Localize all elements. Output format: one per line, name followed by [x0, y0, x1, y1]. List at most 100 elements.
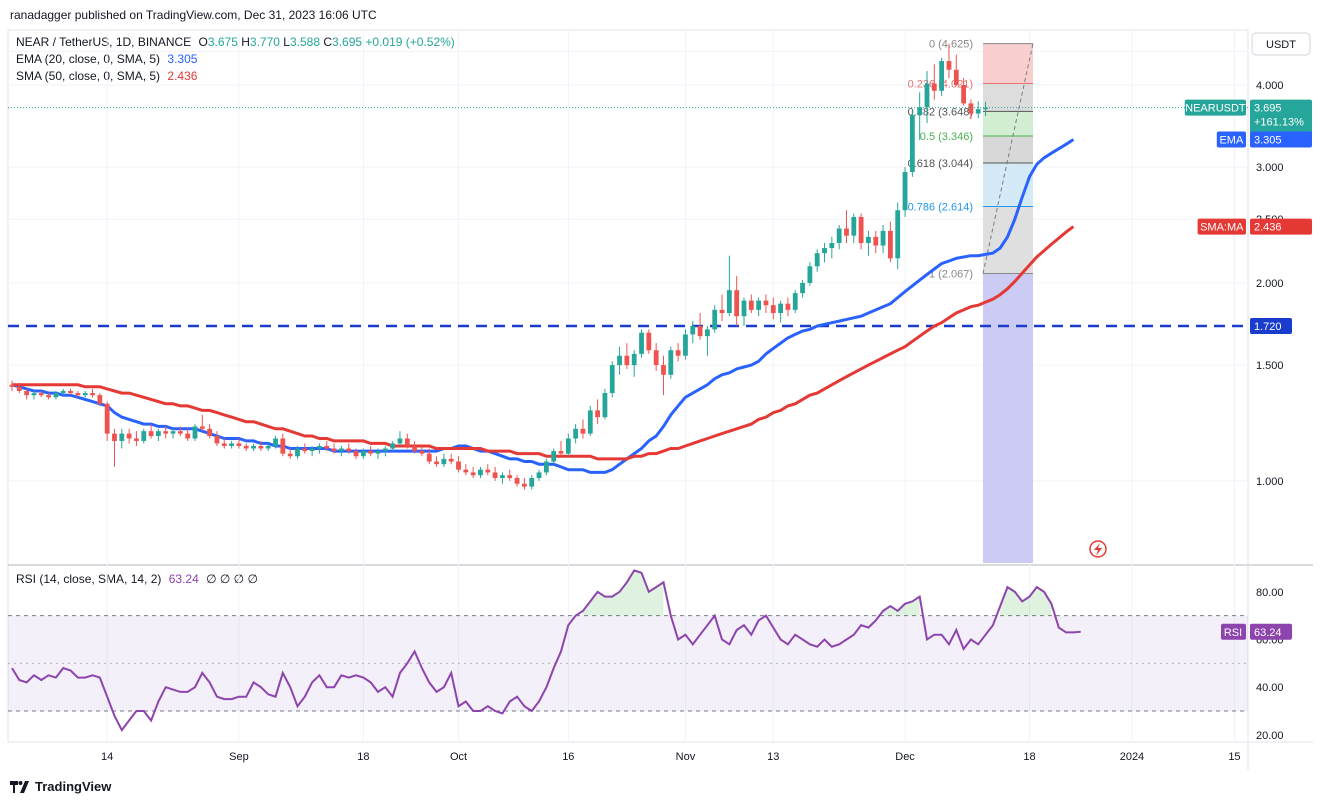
candle: [931, 64, 937, 100]
price-tick-label: 1.500: [1256, 360, 1284, 372]
candle: [112, 428, 117, 467]
candle-body: [529, 478, 535, 487]
symbol-title[interactable]: NEAR / TetherUS, 1D, BINANCE: [16, 35, 192, 49]
tradingview-logo-icon: [10, 780, 29, 793]
moving-averages: [11, 138, 1075, 474]
candle-body: [68, 390, 73, 394]
rsi-tag-label: RSI: [1224, 627, 1242, 639]
candle-body: [741, 300, 747, 317]
fib-zone: [983, 83, 1033, 112]
candle-body: [478, 469, 483, 476]
candle: [514, 475, 520, 487]
candle-body: [243, 445, 249, 449]
candle-body: [690, 326, 696, 335]
candle: [90, 388, 95, 398]
candle: [807, 262, 813, 286]
candle: [851, 213, 857, 244]
candle: [46, 393, 51, 400]
candle-body: [675, 350, 681, 356]
candle-body: [97, 395, 103, 404]
lightning-icon: [1089, 540, 1107, 558]
price-tick-label: 3.000: [1256, 162, 1284, 174]
candle: [697, 313, 703, 340]
candle-body: [866, 236, 871, 244]
candle-body: [961, 85, 966, 104]
candle: [631, 350, 637, 377]
candle: [873, 230, 879, 254]
candle: [829, 236, 835, 259]
candle: [339, 445, 344, 457]
candle-body: [800, 282, 805, 294]
time-tick-label: Sep: [229, 751, 249, 763]
candle-body: [24, 390, 30, 396]
candle: [126, 428, 132, 444]
candle: [822, 243, 827, 263]
candle: [844, 210, 849, 244]
candle-body: [207, 428, 213, 437]
fib-level-label: 0.382 (3.648): [908, 106, 973, 118]
rsi-legend[interactable]: RSI (14, close, SMA, 14, 2) 63.24 ∅ ∅ ∅ …: [16, 572, 258, 586]
candle: [748, 294, 754, 314]
candle: [68, 388, 73, 396]
candle: [770, 297, 776, 320]
candle: [646, 329, 652, 354]
candle: [434, 456, 439, 467]
rsi-tick-label: 20.00: [1256, 730, 1284, 742]
sma-tag-value: 2.436: [1254, 222, 1282, 234]
candle-body: [770, 305, 776, 314]
candle: [529, 475, 535, 490]
candle-body: [807, 266, 813, 283]
time-tick-label: 14: [101, 751, 113, 763]
price-tags: NEARUSDT3.695+161.13%07:53:42EMA3.305SMA…: [8, 99, 1312, 640]
price-tick-label: 2.000: [1256, 278, 1284, 290]
candle-body: [126, 433, 132, 439]
time-tick-label: 16: [562, 751, 574, 763]
candle: [456, 456, 461, 473]
candle-body: [192, 426, 198, 439]
candle: [924, 71, 930, 124]
candle: [617, 346, 622, 375]
currency-button: [1251, 32, 1311, 56]
candle-body: [148, 431, 154, 437]
candle-body: [507, 475, 513, 479]
sma-legend[interactable]: SMA (50, close, 0, SMA, 5) 2.436: [16, 69, 197, 83]
candle-body: [617, 355, 622, 366]
fib-level-label: 1 (2.067): [929, 269, 973, 281]
candle-body: [697, 326, 703, 337]
time-tick-label: Nov: [676, 751, 696, 763]
candle: [624, 343, 630, 369]
fib-zone: [983, 273, 1033, 563]
candle: [412, 440, 417, 454]
candle: [148, 424, 154, 439]
candle: [236, 438, 242, 449]
ema-legend[interactable]: EMA (20, close, 0, SMA, 5) 3.305: [16, 52, 197, 66]
candle-body: [931, 83, 937, 91]
candle-body: [631, 353, 637, 366]
candle-body: [390, 443, 396, 449]
candle: [478, 466, 483, 479]
candle: [170, 428, 176, 439]
rsi-tick-label: 40.00: [1256, 682, 1284, 694]
tradingview-logo[interactable]: TradingView: [10, 779, 111, 794]
time-tick-label: 2024: [1120, 751, 1144, 763]
candle-body: [141, 431, 147, 441]
lightning-bolt-icon: [1094, 543, 1102, 556]
candle: [324, 440, 330, 452]
candle-body: [339, 448, 344, 452]
candle: [426, 448, 432, 465]
candle-body: [112, 433, 117, 441]
candle-body: [822, 248, 827, 254]
candle-body: [726, 290, 732, 314]
candle: [317, 443, 322, 454]
candle-body: [668, 350, 674, 375]
candle-body: [236, 443, 242, 446]
fib-level-label: 0.786 (2.614): [908, 201, 973, 213]
candle: [792, 290, 798, 314]
candle-body: [624, 355, 630, 366]
open-label: O: [198, 35, 208, 49]
sma-legend-value: 2.436: [167, 69, 198, 83]
candle-body: [734, 290, 740, 317]
candle: [500, 472, 505, 484]
candle: [156, 428, 161, 441]
